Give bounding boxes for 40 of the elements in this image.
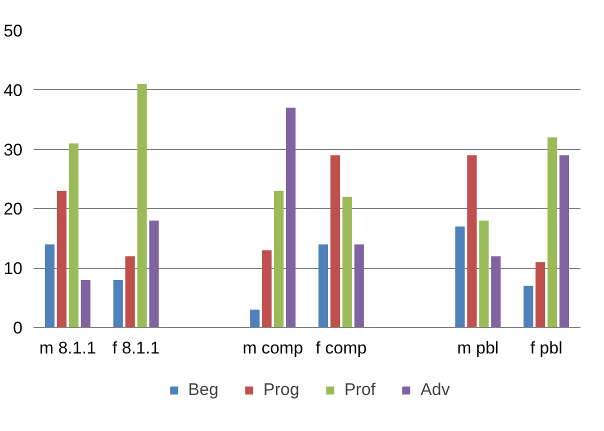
bar	[250, 310, 260, 328]
bar	[274, 190, 284, 328]
legend-label: Beg	[188, 380, 218, 400]
x-tick-label: m comp	[242, 338, 304, 358]
bar	[524, 286, 534, 328]
bar	[548, 137, 558, 328]
bar	[80, 280, 90, 328]
y-tick-label: 50	[4, 22, 23, 40]
x-tick-label: m pbl	[457, 338, 499, 358]
bar	[149, 220, 159, 328]
bar	[467, 155, 477, 328]
bar	[455, 226, 465, 328]
y-tick-label: 20	[4, 200, 23, 219]
bar	[286, 108, 296, 328]
x-tick-label: f pbl	[530, 338, 562, 358]
x-tick-label: f 8.1.1	[112, 338, 160, 358]
bar	[479, 220, 489, 328]
y-tick-label: 30	[4, 140, 23, 160]
legend-label: Prog	[263, 380, 300, 400]
y-tick-label: 40	[4, 80, 23, 100]
y-tick-label: 0	[13, 318, 23, 338]
bar	[342, 196, 352, 328]
y-tick-label: 10	[4, 259, 23, 278]
bar	[330, 155, 340, 328]
bar	[262, 250, 272, 328]
bar	[137, 84, 147, 328]
bar	[125, 256, 135, 328]
bar	[113, 280, 123, 328]
bar	[491, 256, 501, 328]
bar	[536, 262, 546, 328]
x-tick-label: m 8.1.1	[39, 338, 96, 358]
bar	[68, 143, 78, 328]
legend-label: Adv	[420, 380, 450, 400]
x-tick-label: f comp	[316, 338, 367, 358]
bar	[56, 190, 66, 328]
bar	[354, 244, 364, 328]
bar	[44, 244, 55, 328]
bar	[559, 155, 570, 328]
bar	[318, 244, 328, 328]
legend-label: Prof	[344, 380, 376, 400]
